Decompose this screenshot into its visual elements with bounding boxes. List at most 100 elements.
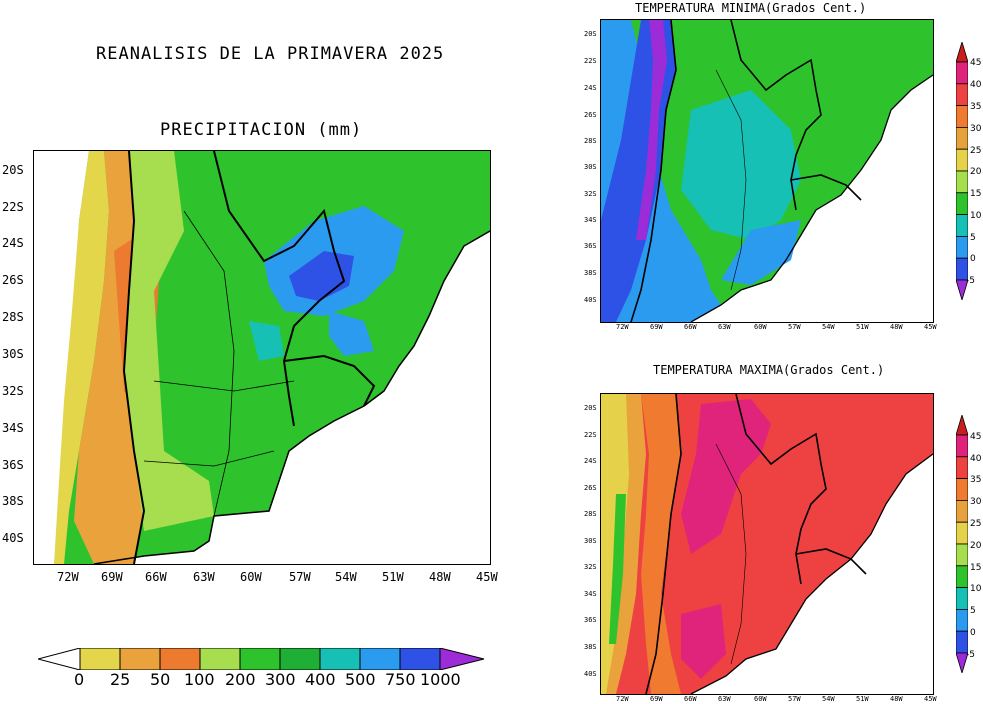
tmax-lat-label: 34S xyxy=(584,590,597,598)
tmin-lon-label: 54W xyxy=(822,323,835,331)
precip-map xyxy=(33,150,491,565)
lat-label: 32S xyxy=(2,384,24,398)
tmax-colorbar xyxy=(956,415,968,673)
tmax-lat-label: 26S xyxy=(584,484,597,492)
tmax-title: TEMPERATURA MAXIMA(Grados Cent.) xyxy=(653,363,885,377)
lat-label: 40S xyxy=(2,531,24,545)
tmin-scale-label: 15 xyxy=(970,189,982,199)
tmin-colorbar xyxy=(956,42,968,300)
tmax-lon-label: 48W xyxy=(890,695,903,703)
lon-label: 60W xyxy=(240,570,262,584)
lat-label: 20S xyxy=(2,163,24,177)
tmin-scale-label: 35 xyxy=(970,102,982,112)
lat-label: 24S xyxy=(2,236,24,250)
tmin-lon-label: 48W xyxy=(890,323,903,331)
tmin-lat-label: 30S xyxy=(584,163,597,171)
tmin-lat-label: 32S xyxy=(584,190,597,198)
precip-scale-label: 50 xyxy=(150,670,171,689)
tmin-scale-label: 0 xyxy=(970,254,976,264)
lon-label: 72W xyxy=(57,570,79,584)
tmin-scale-label: 25 xyxy=(970,146,982,156)
tmax-lat-label: 32S xyxy=(584,563,597,571)
lat-label: 22S xyxy=(2,200,24,214)
tmax-scale-label: 30 xyxy=(970,497,982,507)
tmax-lat-label: 38S xyxy=(584,643,597,651)
tmin-lat-label: 24S xyxy=(584,84,597,92)
precip-scale-label: 0 xyxy=(74,670,85,689)
tmax-scale-label: 45 xyxy=(970,432,982,442)
tmin-lat-label: 38S xyxy=(584,269,597,277)
tmax-scale-label: 25 xyxy=(970,519,982,529)
lon-label: 48W xyxy=(429,570,451,584)
lon-label: 69W xyxy=(101,570,123,584)
lat-label: 38S xyxy=(2,494,24,508)
tmax-lat-label: 20S xyxy=(584,404,597,412)
lon-label: 54W xyxy=(335,570,357,584)
tmin-scale-label: 5 xyxy=(970,233,976,243)
tmax-map xyxy=(600,393,934,695)
tmin-lon-label: 57W xyxy=(788,323,801,331)
precip-scale-label: 300 xyxy=(265,670,296,689)
tmin-lat-label: 20S xyxy=(584,30,597,38)
precip-scale-label: 500 xyxy=(345,670,376,689)
tmin-scale-label: 40 xyxy=(970,80,982,90)
tmax-lat-label: 24S xyxy=(584,457,597,465)
tmin-lat-label: 22S xyxy=(584,57,597,65)
tmax-lon-label: 69W xyxy=(650,695,663,703)
tmax-lat-label: 22S xyxy=(584,431,597,439)
tmax-scale-label: -5 xyxy=(966,650,975,660)
tmin-scale-label: 20 xyxy=(970,167,982,177)
lon-label: 57W xyxy=(289,570,311,584)
tmax-lon-label: 57W xyxy=(788,695,801,703)
tmin-lat-label: 28S xyxy=(584,137,597,145)
tmax-lon-label: 66W xyxy=(684,695,697,703)
tmax-scale-label: 10 xyxy=(970,584,982,594)
tmax-lon-label: 60W xyxy=(754,695,767,703)
tmin-lon-label: 45W xyxy=(924,323,937,331)
tmax-lat-label: 40S xyxy=(584,670,597,678)
precip-scale-label: 750 xyxy=(385,670,416,689)
tmin-lon-label: 66W xyxy=(684,323,697,331)
tmin-title: TEMPERATURA MINIMA(Grados Cent.) xyxy=(635,1,867,15)
tmax-lon-label: 51W xyxy=(856,695,869,703)
tmax-scale-label: 5 xyxy=(970,606,976,616)
lat-label: 36S xyxy=(2,458,24,472)
lon-label: 66W xyxy=(145,570,167,584)
tmin-lon-label: 51W xyxy=(856,323,869,331)
tmin-lat-label: 26S xyxy=(584,111,597,119)
tmin-lon-label: 63W xyxy=(718,323,731,331)
tmax-lon-label: 72W xyxy=(616,695,629,703)
tmin-map xyxy=(600,19,934,323)
lat-label: 26S xyxy=(2,273,24,287)
tmax-scale-label: 0 xyxy=(970,628,976,638)
lat-label: 30S xyxy=(2,347,24,361)
tmin-lat-label: 34S xyxy=(584,216,597,224)
tmax-scale-label: 20 xyxy=(970,541,982,551)
main-title: REANALISIS DE LA PRIMAVERA 2025 xyxy=(96,44,445,64)
precip-scale-label: 200 xyxy=(225,670,256,689)
lon-label: 45W xyxy=(476,570,498,584)
tmax-scale-label: 15 xyxy=(970,563,982,573)
precip-colorbar xyxy=(38,648,485,670)
precip-title: PRECIPITACION (mm) xyxy=(160,120,363,140)
tmax-lat-label: 28S xyxy=(584,510,597,518)
tmin-lon-label: 69W xyxy=(650,323,663,331)
precip-scale-label: 25 xyxy=(110,670,131,689)
precip-scale-label: 100 xyxy=(184,670,215,689)
tmax-lon-label: 54W xyxy=(822,695,835,703)
tmin-scale-label: -5 xyxy=(966,276,975,286)
tmin-lat-label: 40S xyxy=(584,296,597,304)
tmin-scale-label: 30 xyxy=(970,124,982,134)
tmax-lon-label: 63W xyxy=(718,695,731,703)
tmin-scale-label: 10 xyxy=(970,211,982,221)
tmin-lat-label: 36S xyxy=(584,242,597,250)
lat-label: 34S xyxy=(2,421,24,435)
lat-label: 28S xyxy=(2,310,24,324)
tmin-lon-label: 72W xyxy=(616,323,629,331)
tmin-lon-label: 60W xyxy=(754,323,767,331)
precip-scale-label: 1000 xyxy=(420,670,461,689)
tmax-scale-label: 40 xyxy=(970,454,982,464)
lon-label: 51W xyxy=(382,570,404,584)
tmax-lon-label: 45W xyxy=(924,695,937,703)
precip-scale-label: 400 xyxy=(305,670,336,689)
